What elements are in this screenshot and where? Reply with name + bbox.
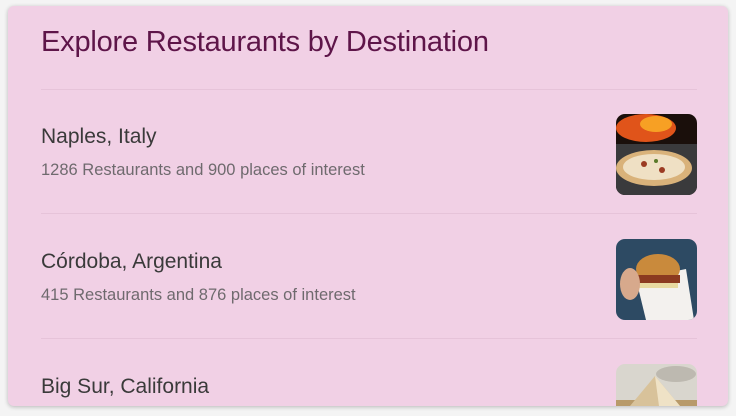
list-item-cordoba[interactable]: Córdoba, Argentina 415 Restaurants and 8… [8, 227, 728, 351]
destination-name: Córdoba, Argentina [41, 250, 222, 273]
divider [41, 213, 697, 214]
tent-photo-icon [616, 364, 697, 406]
destination-name: Naples, Italy [41, 125, 157, 148]
destination-description: 415 Restaurants and 876 places of intere… [41, 286, 356, 304]
pizza-photo-icon [616, 114, 697, 195]
list-item-big-sur[interactable]: Big Sur, California [8, 352, 728, 406]
divider [41, 338, 697, 339]
burger-photo-icon [616, 239, 697, 320]
divider [41, 89, 697, 90]
destination-description: 1286 Restaurants and 900 places of inter… [41, 161, 365, 179]
list-item-naples[interactable]: Naples, Italy 1286 Restaurants and 900 p… [8, 102, 728, 226]
destinations-card: Explore Restaurants by Destination Naple… [8, 6, 728, 406]
destination-name: Big Sur, California [41, 375, 210, 398]
page-title: Explore Restaurants by Destination [41, 26, 489, 58]
